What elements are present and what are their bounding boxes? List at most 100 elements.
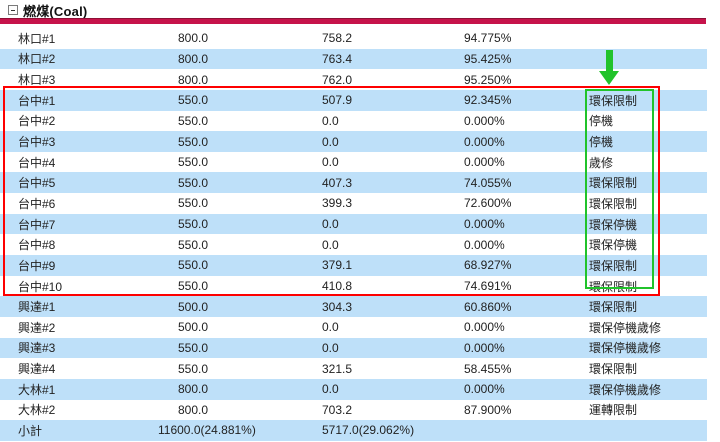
collapse-section-icon[interactable]	[8, 5, 18, 15]
table-row: 林口#3 800.0 762.0 95.250%	[0, 69, 707, 90]
capacity-cell: 550.0	[178, 237, 209, 252]
output-cell: 321.5	[322, 361, 353, 376]
table-row: 台中#1 550.0 507.9 92.345% 環保限制	[0, 89, 707, 111]
unit-name-cell: 台中#6	[18, 196, 56, 211]
output-cell: 0.0	[322, 340, 339, 355]
capacity-cell: 550.0	[178, 175, 209, 190]
unit-name-cell: 台中#10	[18, 279, 63, 294]
capacity-cell: 11600.0(24.881%)	[158, 423, 256, 438]
status-cell: 環保停機歲修	[589, 382, 662, 397]
percent-cell: 74.691%	[464, 279, 512, 293]
output-cell: 0.0	[322, 113, 339, 128]
output-cell: 0.0	[322, 155, 339, 170]
table-row: 興達#4 550.0 321.5 58.455% 環保限制	[0, 358, 707, 379]
section-header: 燃煤(Coal)	[8, 2, 88, 19]
table-row: 小計 11600.0(24.881%) 5717.0(29.062%)	[0, 420, 707, 441]
table-row: 台中#10 550.0 410.8 74.691% 環保限制	[0, 276, 707, 297]
unit-name-cell: 興達#2	[18, 320, 56, 335]
status-cell: 環保停機歲修	[589, 341, 662, 356]
unit-name-cell: 台中#8	[18, 238, 56, 253]
table-row: 台中#2 550.0 0.0 0.000% 停機	[0, 111, 707, 132]
percent-cell: 95.425%	[464, 51, 512, 66]
unit-name-cell: 台中#3	[18, 135, 56, 150]
table-row: 台中#7 550.0 0.0 0.000% 環保停機	[0, 213, 707, 235]
capacity-cell: 800.0	[178, 51, 209, 66]
status-cell: 環保限制	[589, 362, 638, 377]
output-cell: 763.4	[322, 51, 353, 66]
status-cell: 環保限制	[589, 93, 638, 108]
table-row: 大林#2 800.0 703.2 87.900% 運轉限制	[0, 400, 707, 421]
unit-name-cell: 台中#4	[18, 155, 56, 170]
table-row: 林口#1 800.0 758.2 94.775%	[0, 28, 707, 49]
percent-cell: 0.000%	[464, 340, 505, 355]
status-cell: 環保限制	[589, 258, 638, 273]
section-divider-bar	[0, 18, 706, 24]
output-cell: 703.2	[322, 402, 353, 417]
percent-cell: 87.900%	[464, 402, 512, 417]
capacity-cell: 550.0	[178, 134, 209, 149]
capacity-cell: 550.0	[178, 196, 209, 211]
capacity-cell: 550.0	[178, 279, 209, 293]
capacity-cell: 500.0	[178, 320, 209, 335]
unit-name-cell: 大林#2	[18, 403, 56, 418]
output-cell: 304.3	[322, 299, 353, 314]
unit-name-cell: 大林#1	[18, 382, 56, 397]
table-row: 台中#3 550.0 0.0 0.000% 停機	[0, 131, 707, 152]
percent-cell: 0.000%	[464, 320, 505, 335]
output-cell: 379.1	[322, 258, 353, 273]
output-cell: 0.0	[322, 320, 339, 335]
percent-cell: 68.927%	[464, 258, 512, 273]
unit-name-cell: 興達#3	[18, 341, 56, 356]
capacity-cell: 800.0	[178, 31, 209, 46]
capacity-cell: 800.0	[178, 382, 209, 397]
capacity-cell: 550.0	[178, 155, 209, 170]
output-cell: 507.9	[322, 93, 353, 108]
output-cell: 407.3	[322, 175, 353, 190]
percent-cell: 58.455%	[464, 361, 512, 376]
percent-cell: 0.000%	[464, 155, 505, 170]
output-cell: 0.0	[322, 237, 339, 252]
output-cell: 762.0	[322, 72, 353, 87]
percent-cell: 72.600%	[464, 196, 512, 211]
percent-cell: 95.250%	[464, 72, 512, 87]
output-cell: 0.0	[322, 382, 339, 397]
table-row: 興達#1 500.0 304.3 60.860% 環保限制	[0, 296, 707, 317]
table-row: 台中#8 550.0 0.0 0.000% 環保停機	[0, 234, 707, 255]
unit-name-cell: 台中#5	[18, 176, 56, 191]
unit-name-cell: 林口#2	[18, 52, 56, 67]
capacity-cell: 550.0	[178, 361, 209, 376]
section-title: 燃煤(Coal)	[23, 3, 88, 19]
table-row: 台中#6 550.0 399.3 72.600% 環保限制	[0, 193, 707, 214]
output-cell: 0.0	[322, 134, 339, 149]
output-cell: 758.2	[322, 31, 353, 46]
output-cell: 0.0	[322, 217, 339, 232]
status-cell: 環保限制	[589, 196, 638, 211]
status-cell: 環保限制	[589, 176, 638, 191]
capacity-cell: 550.0	[178, 217, 209, 232]
unit-name-cell: 台中#1	[18, 93, 56, 108]
status-cell: 停機	[589, 114, 614, 129]
unit-name-cell: 小計	[18, 423, 43, 438]
status-cell: 環保停機	[589, 217, 638, 232]
status-cell: 環保限制	[589, 300, 638, 315]
table-row: 台中#4 550.0 0.0 0.000% 歲修	[0, 152, 707, 173]
percent-cell: 60.860%	[464, 299, 512, 314]
percent-cell: 94.775%	[464, 31, 512, 46]
unit-name-cell: 台中#9	[18, 258, 56, 273]
capacity-cell: 800.0	[178, 72, 209, 87]
unit-name-cell: 林口#3	[18, 73, 56, 88]
percent-cell: 0.000%	[464, 113, 505, 128]
unit-name-cell: 興達#4	[18, 362, 56, 377]
table-row: 興達#2 500.0 0.0 0.000% 環保停機歲修	[0, 317, 707, 338]
percent-cell: 74.055%	[464, 175, 512, 190]
status-cell: 環保停機	[589, 238, 638, 253]
status-cell: 歲修	[589, 155, 614, 170]
unit-name-cell: 台中#2	[18, 114, 56, 129]
capacity-cell: 550.0	[178, 258, 209, 273]
status-cell: 環保限制	[589, 279, 638, 294]
unit-name-cell: 林口#1	[18, 31, 56, 46]
table-row: 興達#3 550.0 0.0 0.000% 環保停機歲修	[0, 337, 707, 359]
table-row: 台中#5 550.0 407.3 74.055% 環保限制	[0, 172, 707, 194]
capacity-cell: 550.0	[178, 93, 209, 108]
